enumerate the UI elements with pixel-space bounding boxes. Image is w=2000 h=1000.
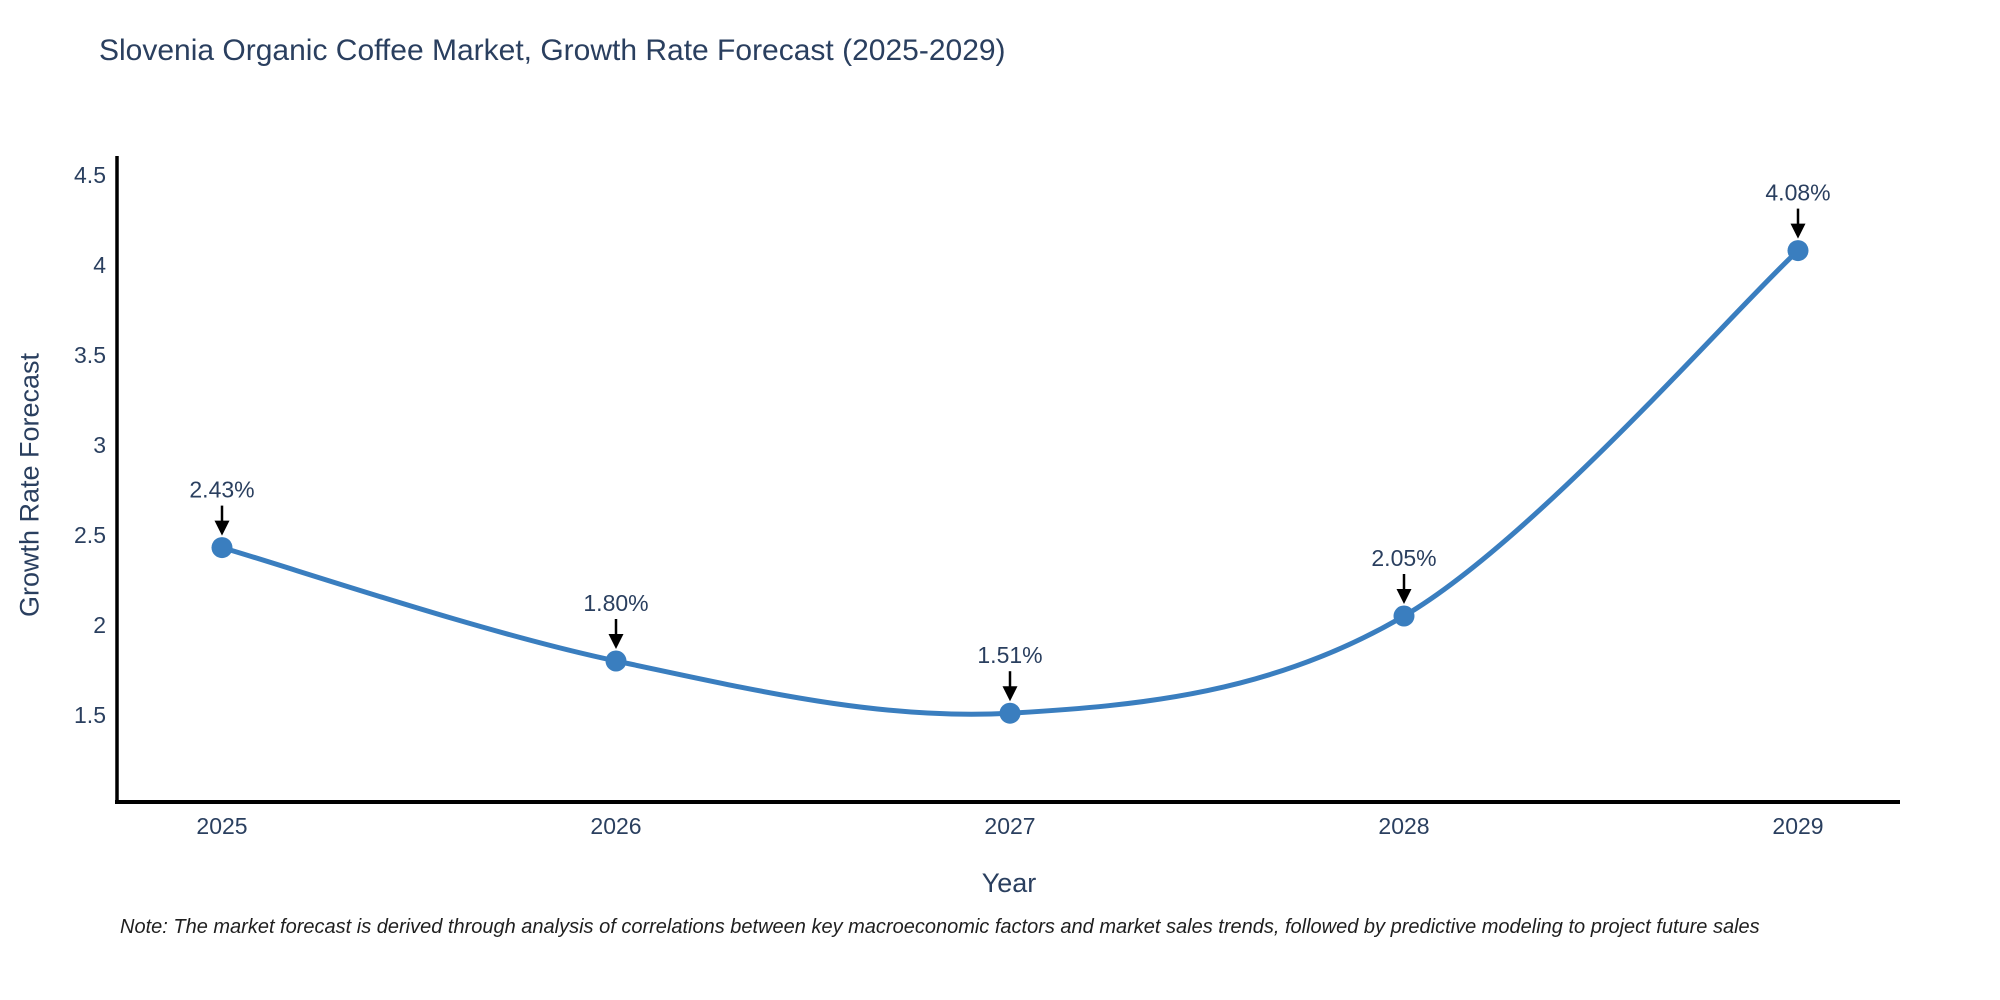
data-point-marker	[999, 702, 1021, 724]
chart-title: Slovenia Organic Coffee Market, Growth R…	[99, 34, 1006, 67]
y-tick-label: 3.5	[74, 342, 106, 368]
data-point-marker	[605, 650, 627, 672]
data-point-label: 1.51%	[977, 642, 1042, 668]
data-point-label: 2.43%	[189, 477, 254, 503]
y-tick-label: 4.5	[74, 162, 106, 188]
x-tick-label: 2029	[1772, 813, 1823, 839]
annotation-arrowhead-icon	[1002, 686, 1018, 702]
footnote: Note: The market forecast is derived thr…	[120, 916, 1760, 938]
y-tick-label: 2	[93, 612, 106, 638]
y-tick-label: 3	[93, 432, 106, 458]
x-tick-label: 2025	[196, 813, 247, 839]
data-point-label: 1.80%	[583, 590, 648, 616]
data-point-marker	[211, 537, 233, 559]
y-tick-label: 1.5	[74, 702, 106, 728]
annotation-arrowhead-icon	[608, 634, 624, 649]
x-tick-label: 2028	[1378, 813, 1429, 839]
data-point-label: 4.08%	[1765, 180, 1830, 206]
annotation-arrowhead-icon	[214, 520, 230, 536]
x-tick-label: 2027	[984, 813, 1035, 839]
data-point-marker	[1393, 605, 1415, 627]
y-tick-label: 4	[93, 252, 106, 278]
x-tick-label: 2026	[590, 813, 641, 839]
y-tick-label: 2.5	[74, 522, 106, 548]
data-point-label: 2.05%	[1371, 545, 1436, 571]
x-axis-title: Year	[981, 868, 1037, 898]
annotation-arrowhead-icon	[1396, 589, 1412, 604]
annotation-arrowhead-icon	[1790, 223, 1806, 239]
data-point-marker	[1787, 240, 1809, 262]
